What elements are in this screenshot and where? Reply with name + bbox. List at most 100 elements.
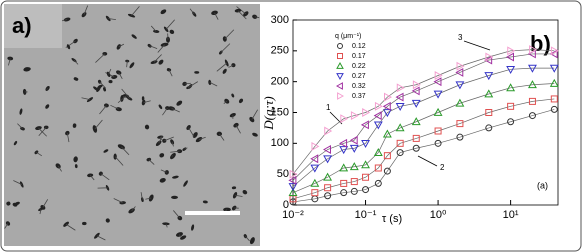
legend-label: 0.12 [352,43,366,50]
cell [211,10,218,16]
data-point [288,188,298,197]
flagellum [164,136,174,142]
data-point [528,112,536,120]
flagellum [209,82,218,87]
data-point [288,183,298,192]
data-point [456,61,465,71]
cell [159,153,165,158]
data-point [395,123,405,132]
data-point [350,111,359,121]
flagellum [140,192,143,200]
data-point [484,55,493,65]
data-point [456,120,464,128]
x-tick-label: 10⁰ [430,209,447,221]
cell [238,98,244,104]
flagellum [228,64,234,68]
legend-symbol [336,73,344,81]
data-point [549,49,558,59]
cell [194,71,200,74]
cell [249,237,255,245]
data-point [550,95,558,103]
flagellum [184,147,188,150]
data-point [507,118,515,126]
flagellum [216,62,228,72]
annotation-arrow [417,155,438,167]
cell [72,123,77,128]
legend-symbol [335,82,343,90]
data-point [340,114,349,124]
flagellum [235,125,241,134]
flagellum [4,223,9,229]
data-point [310,178,320,187]
data-point [485,124,493,132]
flagellum [223,100,228,104]
data-point [383,92,393,102]
data-point [549,78,559,87]
cell [73,156,78,163]
data-point [395,92,404,102]
data-point [349,144,359,153]
cell [172,175,179,179]
flagellum [145,197,152,200]
cell [169,29,175,35]
data-point [350,187,358,195]
legend-label: 0.27 [352,73,366,80]
flagellum [245,235,250,242]
flagellum [108,18,116,21]
data-point [411,117,421,126]
cell [191,224,195,231]
cell [222,68,227,74]
fit-line [292,83,555,193]
flagellum [36,151,43,157]
annotation-arrow [329,111,343,125]
data-point [382,101,391,111]
y-tick-label: 150 [271,106,289,118]
data-point [455,98,465,107]
data-point [324,184,332,192]
annotation: 2 [440,163,445,172]
flagellum [83,5,89,15]
flagellum [188,127,195,137]
flagellum [149,45,158,50]
cell [63,221,69,227]
flagellum [38,127,47,137]
flagellum [237,10,247,20]
cell [14,201,20,206]
data-point [373,147,383,156]
cell [195,136,203,143]
cell [208,79,212,85]
data-point [382,109,392,118]
data-point [311,141,320,151]
cell [129,62,135,69]
data-point [374,179,382,187]
flagellum [198,136,206,140]
cell [74,164,78,169]
cell [131,34,137,39]
data-point [411,99,421,108]
flagellum [39,209,42,215]
cell [13,140,18,146]
flagellum [113,198,123,204]
flagellum [38,127,47,136]
fit-line [292,98,555,200]
flagellum [234,194,243,197]
annotation: 3 [458,33,463,42]
data-point [528,80,537,89]
data-point [549,64,559,73]
flagellum [153,54,162,63]
flagellum [89,175,95,181]
flagellum [168,69,173,77]
data-point [324,192,332,200]
data-point [485,109,493,116]
data-point [324,126,333,136]
data-point [339,146,349,155]
flagellum [126,61,128,68]
legend-symbol [336,61,344,69]
data-point [360,120,369,130]
data-point [311,189,319,197]
x-axis-label: τ (s) [382,213,402,225]
flagellum [173,210,181,219]
data-point [455,81,465,90]
cell [180,235,187,240]
annotation-arrow [463,40,491,51]
